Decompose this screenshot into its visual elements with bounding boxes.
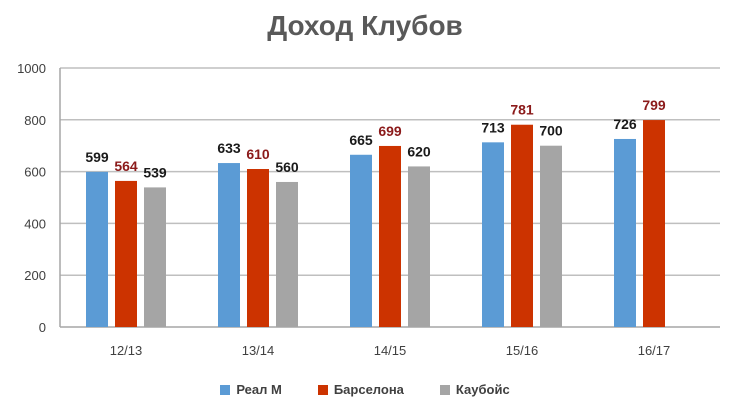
data-label: 713 (481, 119, 505, 135)
data-label: 799 (642, 97, 666, 113)
data-label: 633 (217, 140, 241, 156)
bar (511, 124, 533, 327)
data-label: 699 (378, 123, 402, 139)
legend-label: Реал М (236, 382, 282, 398)
legend: Реал М Барселона Каубойс (0, 381, 730, 397)
x-tick-label: 14/15 (374, 343, 407, 358)
y-tick-label: 600 (24, 165, 46, 180)
data-label: 781 (510, 102, 534, 118)
legend-label: Барселона (333, 382, 404, 398)
bar (643, 120, 665, 328)
bar (218, 163, 240, 327)
x-tick-label: 13/14 (242, 343, 275, 358)
bar (614, 138, 636, 327)
data-label: 665 (349, 132, 373, 148)
y-tick-label: 200 (24, 268, 46, 283)
chart-title: Доход Клубов (267, 10, 463, 41)
y-tick-label: 1000 (17, 61, 46, 76)
bar (247, 169, 269, 327)
chart-plot: 0 200 400 600 800 1000 599 564 539 12/13 633 610 560… (17, 61, 720, 358)
x-tick-label: 12/13 (110, 343, 143, 358)
bar (276, 181, 298, 327)
bar (86, 171, 108, 327)
legend-label: Каубойс (455, 382, 510, 398)
bar (350, 154, 372, 327)
legend-swatch (220, 385, 231, 396)
y-tick-label: 400 (24, 216, 46, 231)
bar (115, 180, 137, 327)
legend-item: Барселона (317, 382, 404, 398)
x-tick-label: 15/16 (506, 343, 539, 358)
y-tick-label: 800 (24, 113, 46, 128)
data-label: 726 (613, 116, 637, 132)
bar (482, 142, 504, 327)
data-label: 564 (114, 158, 138, 174)
data-label: 620 (407, 143, 431, 159)
bar (540, 145, 562, 327)
x-tick-label: 16/17 (638, 343, 671, 358)
data-label: 700 (539, 123, 563, 139)
data-label: 610 (246, 146, 270, 162)
y-tick-label: 0 (39, 320, 46, 335)
data-label: 539 (143, 164, 167, 180)
bar (408, 166, 430, 327)
legend-item: Каубойс (439, 382, 510, 398)
data-label: 560 (275, 159, 299, 175)
bar (379, 145, 401, 327)
legend-item: Реал М (220, 382, 282, 397)
legend-swatch (317, 385, 328, 396)
bar (144, 187, 166, 327)
legend-swatch (439, 385, 450, 396)
data-label: 599 (85, 149, 109, 165)
